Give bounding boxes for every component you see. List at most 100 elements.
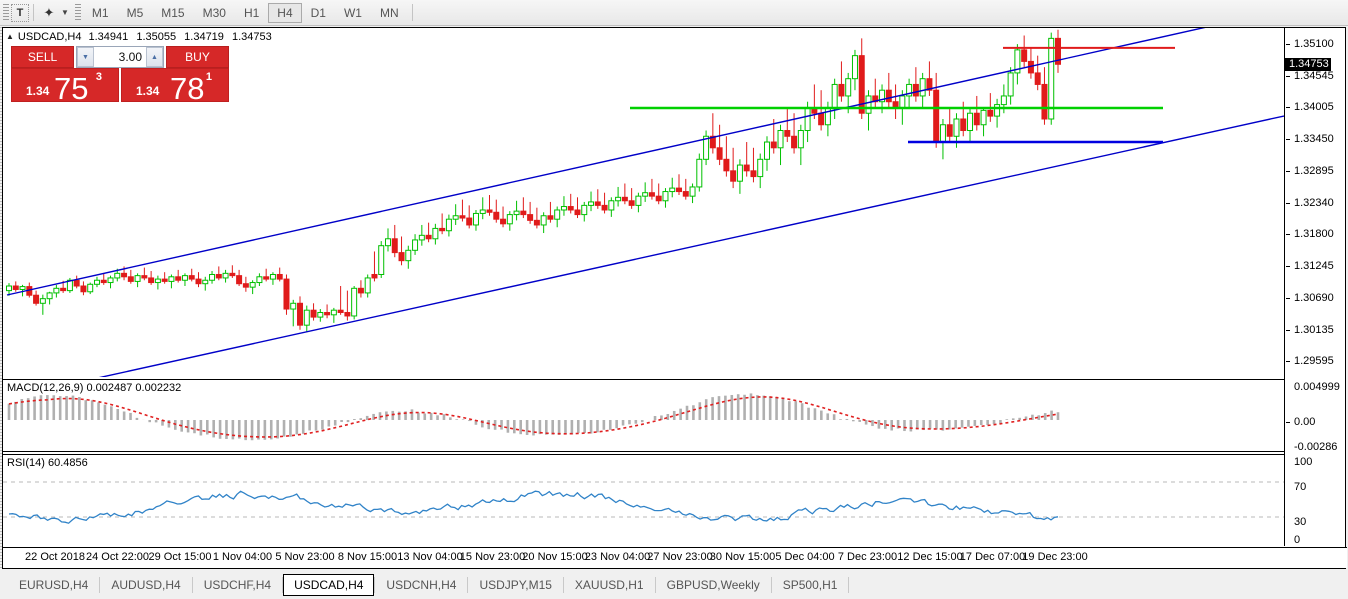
time-tick: 27 Nov 23:00 bbox=[647, 551, 713, 563]
price-tick: 1.29595 bbox=[1285, 355, 1334, 367]
time-tick: 8 Nov 15:00 bbox=[337, 551, 398, 563]
timeframe-h4[interactable]: H4 bbox=[268, 2, 302, 23]
price-tick: 1.33450 bbox=[1285, 133, 1334, 145]
timeframe-m5[interactable]: M5 bbox=[126, 5, 144, 20]
timeframe-d1[interactable]: D1 bbox=[310, 5, 326, 20]
rsi-plot bbox=[3, 481, 1284, 524]
rsi-tick: 30 bbox=[1294, 516, 1307, 528]
tab-separator bbox=[282, 576, 284, 593]
tab-separator bbox=[770, 576, 772, 593]
tab-separator bbox=[467, 576, 469, 593]
text-tool-icon[interactable]: T bbox=[11, 3, 29, 22]
candlestick-plot bbox=[6, 28, 1284, 377]
time-tick: 13 Nov 04:00 bbox=[397, 551, 463, 563]
chart-left-grip[interactable] bbox=[0, 27, 3, 569]
time-tick: 5 Dec 04:00 bbox=[775, 551, 835, 563]
rsi-tick: 0 bbox=[1294, 534, 1301, 546]
chart-frame: ▲ USDCAD,H4 1.34941 1.35055 1.34719 1.34… bbox=[2, 27, 1347, 569]
timeframe-h1[interactable]: H1 bbox=[243, 5, 260, 20]
time-tick: 1 Nov 04:00 bbox=[212, 551, 273, 563]
tab-separator bbox=[374, 576, 376, 593]
time-tick: 19 Dec 23:00 bbox=[1022, 551, 1088, 563]
ask-price-fraction: 1 bbox=[205, 71, 212, 83]
tab-separator bbox=[654, 576, 656, 593]
tab-separator-end bbox=[848, 576, 850, 593]
ask-price-big: 78 bbox=[170, 71, 205, 106]
price-tick: 1.32340 bbox=[1285, 197, 1334, 209]
time-tick: 23 Nov 04:00 bbox=[584, 551, 651, 563]
price-tick: 1.30135 bbox=[1285, 324, 1334, 336]
objects-icon[interactable]: ✦ bbox=[43, 4, 55, 20]
macd-scale: 0.004999 0.00 -0.00286 bbox=[1285, 379, 1345, 453]
volume-decrease-icon[interactable]: ▼ bbox=[77, 47, 94, 67]
current-price-label: 1.34753 bbox=[1285, 58, 1331, 72]
time-tick: 5 Nov 23:00 bbox=[275, 551, 335, 563]
ohlc-open: 1.34941 bbox=[88, 30, 129, 43]
ohlc-low: 1.34719 bbox=[184, 30, 224, 43]
chart-tab-usdcad-h4[interactable]: USDCAD,H4 bbox=[283, 573, 375, 596]
toolbar-grip[interactable] bbox=[3, 3, 9, 22]
time-tick: 7 Dec 23:00 bbox=[837, 551, 898, 563]
tab-separator bbox=[191, 576, 193, 593]
price-tick: 1.34545 bbox=[1285, 70, 1334, 82]
scale-divider bbox=[1284, 28, 1285, 546]
time-tick: 12 Dec 15:00 bbox=[897, 551, 963, 563]
macd-label: MACD(12,26,9) 0.002487 0.002232 bbox=[7, 382, 182, 394]
volume-increase-icon[interactable]: ▲ bbox=[146, 47, 163, 67]
chart-tab-eurusd-h4[interactable]: EURUSD,H4 bbox=[19, 577, 89, 592]
ask-price-base: 1.34 bbox=[136, 84, 160, 98]
buy-button[interactable]: BUY bbox=[166, 46, 229, 68]
price-tick: 1.30690 bbox=[1285, 292, 1334, 304]
price-tick: 1.31800 bbox=[1285, 228, 1334, 240]
chart-tab-usdchf-h4[interactable]: USDCHF,H4 bbox=[203, 577, 272, 592]
rsi-tick: 100 bbox=[1294, 456, 1313, 468]
ohlc-close: 1.34753 bbox=[231, 30, 272, 43]
ohlc-high: 1.35055 bbox=[136, 30, 177, 43]
price-tick: 1.34005 bbox=[1285, 101, 1334, 113]
toolbar: T ✦ ▼ M1 M5 M15 M30 H1 H4 D1 W1 MN bbox=[0, 0, 1348, 26]
chart-tab-sp500-h1[interactable]: SP500,H1 bbox=[782, 577, 838, 592]
price-scale[interactable]: 1.35100 1.34545 1.34005 1.33450 1.32895 1.323… bbox=[1285, 28, 1345, 378]
one-click-trading-panel: SELL ▼ 3.00 ▲ BUY 1.34 75 3 1.34 78 1 bbox=[11, 46, 229, 106]
chart-tab-usdcnh-h4[interactable]: USDCNH,H4 bbox=[386, 577, 457, 592]
chart-tab-audusd-h4[interactable]: AUDUSD,H4 bbox=[111, 577, 181, 592]
collapse-icon[interactable]: ▲ bbox=[6, 32, 14, 41]
timeframe-group-grip[interactable] bbox=[74, 3, 81, 22]
chart-header: ▲ USDCAD,H4 1.34941 1.35055 1.34719 1.34… bbox=[6, 29, 277, 44]
toolbar-separator bbox=[33, 4, 34, 21]
rsi-pane[interactable]: RSI(14) 60.4856 bbox=[3, 454, 1284, 546]
time-tick: 30 Nov 15:00 bbox=[709, 551, 776, 563]
bid-price-base: 1.34 bbox=[26, 84, 50, 98]
timeframe-m1[interactable]: M1 bbox=[91, 5, 109, 20]
toolbar-separator-end bbox=[411, 4, 413, 21]
ask-price-block[interactable]: 1.34 78 1 bbox=[121, 68, 229, 106]
rsi-label: RSI(14) 60.4856 bbox=[7, 457, 88, 469]
chart-tab-gbpusd-weekly[interactable]: GBPUSD,Weekly bbox=[666, 577, 760, 592]
time-tick: 17 Dec 07:00 bbox=[959, 551, 1026, 563]
rsi-tick: 70 bbox=[1294, 481, 1307, 493]
timeframe-w1[interactable]: W1 bbox=[343, 5, 362, 20]
time-tick: 22 Oct 2018 bbox=[25, 551, 85, 563]
timeframe-m15[interactable]: M15 bbox=[161, 5, 185, 20]
volume-stepper[interactable]: ▼ 3.00 ▲ bbox=[76, 46, 164, 68]
timeframe-mn[interactable]: MN bbox=[379, 5, 399, 20]
chart-tabs: EURUSD,H4 AUDUSD,H4 USDCHF,H4 USDCAD,H4 USDC… bbox=[0, 570, 1348, 599]
chart-tab-xauusd-h1[interactable]: XAUUSD,H1 bbox=[574, 577, 644, 592]
time-tick: 29 Oct 15:00 bbox=[148, 551, 212, 563]
macd-tick: 0.00 bbox=[1285, 416, 1315, 428]
price-tick: 1.35100 bbox=[1285, 38, 1334, 50]
timeframe-bar: M1 M5 M15 M30 H1 H4 D1 W1 MN bbox=[83, 0, 408, 25]
volume-input[interactable]: 3.00 bbox=[94, 47, 146, 67]
macd-tick: 0.004999 bbox=[1294, 381, 1340, 393]
price-tick: 1.31245 bbox=[1285, 260, 1334, 272]
time-axis[interactable]: 22 Oct 2018 24 Oct 22:00 29 Oct 15:00 1 Nov… bbox=[3, 547, 1347, 568]
bid-price-block[interactable]: 1.34 75 3 bbox=[11, 68, 119, 106]
sell-button[interactable]: SELL bbox=[11, 46, 74, 68]
trade-panel-top: SELL ▼ 3.00 ▲ BUY bbox=[11, 46, 229, 68]
macd-pane[interactable]: MACD(12,26,9) 0.002487 0.002232 bbox=[3, 379, 1284, 452]
chart-tab-usdjpy-m15[interactable]: USDJPY,M15 bbox=[479, 577, 552, 592]
dropdown-caret-icon[interactable]: ▼ bbox=[61, 8, 69, 17]
chart-ohlc: 1.34941 1.35055 1.34719 1.34753 bbox=[89, 31, 277, 43]
timeframe-m30[interactable]: M30 bbox=[202, 5, 226, 20]
